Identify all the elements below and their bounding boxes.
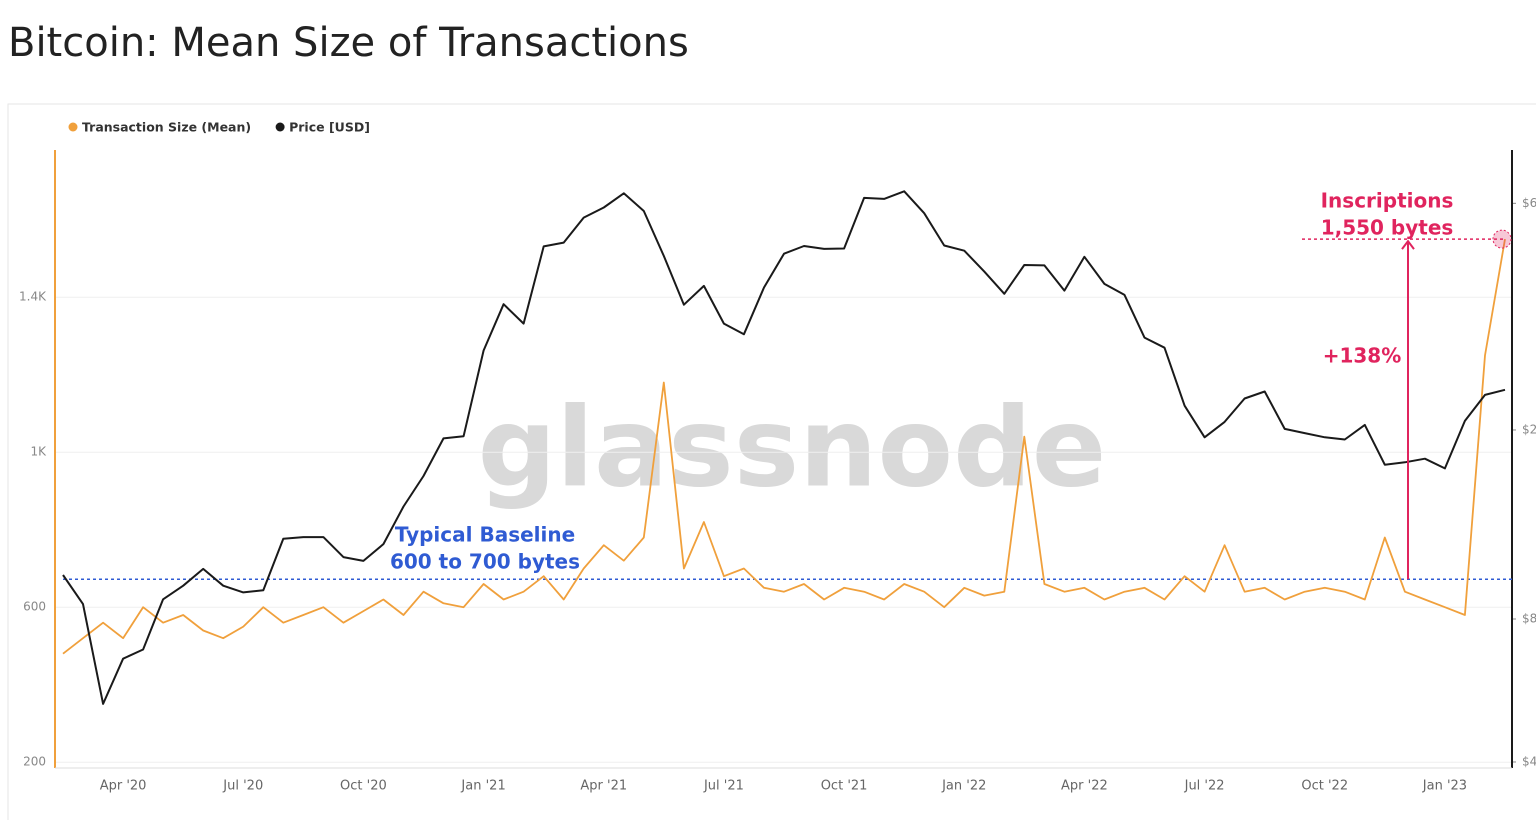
x-tick-label: Apr '21 xyxy=(580,779,627,794)
chart-title: Bitcoin: Mean Size of Transactions xyxy=(8,20,689,66)
legend-label: Transaction Size (Mean) xyxy=(82,120,251,135)
legend-label: Price [USD] xyxy=(289,120,370,135)
annotation: 1,550 bytes xyxy=(1321,216,1454,240)
y-tick-label: 600 xyxy=(23,600,46,614)
watermark: glassnode xyxy=(478,383,1107,511)
annotation: Inscriptions xyxy=(1321,189,1454,213)
x-tick-label: Jan '22 xyxy=(941,779,986,794)
x-tick-label: Jul '20 xyxy=(222,779,263,794)
annotation: +138% xyxy=(1323,344,1402,368)
series-line xyxy=(62,190,1506,705)
x-tick-label: Jul '21 xyxy=(703,779,744,794)
y2-tick-label: $60K xyxy=(1522,196,1536,210)
y-tick-label: 1.4K xyxy=(19,290,47,304)
x-tick-label: Oct '21 xyxy=(821,779,868,794)
x-tick-label: Apr '20 xyxy=(100,779,147,794)
x-tick-label: Jan '21 xyxy=(460,779,505,794)
y-tick-label: 1K xyxy=(30,445,47,459)
legend-marker xyxy=(275,122,285,132)
x-tick-label: Oct '22 xyxy=(1301,779,1348,794)
panel xyxy=(7,103,1536,820)
annotation: 600 to 700 bytes xyxy=(390,550,580,574)
x-tick-label: Jan '23 xyxy=(1422,779,1467,794)
x-tick-label: Oct '20 xyxy=(340,779,387,794)
series-line xyxy=(62,238,1506,655)
x-tick-label: Apr '22 xyxy=(1061,779,1108,794)
peak-marker xyxy=(1492,229,1512,249)
y2-tick-label: $8K xyxy=(1522,611,1536,625)
y2-tick-label: $20K xyxy=(1522,422,1536,436)
x-tick-label: Jul '22 xyxy=(1184,779,1225,794)
arrow-head xyxy=(1401,239,1415,250)
annotation: Typical Baseline xyxy=(395,523,575,547)
legend-marker xyxy=(68,122,78,132)
y2-tick-label: $4K xyxy=(1522,754,1536,768)
y-tick-label: 200 xyxy=(23,755,46,769)
